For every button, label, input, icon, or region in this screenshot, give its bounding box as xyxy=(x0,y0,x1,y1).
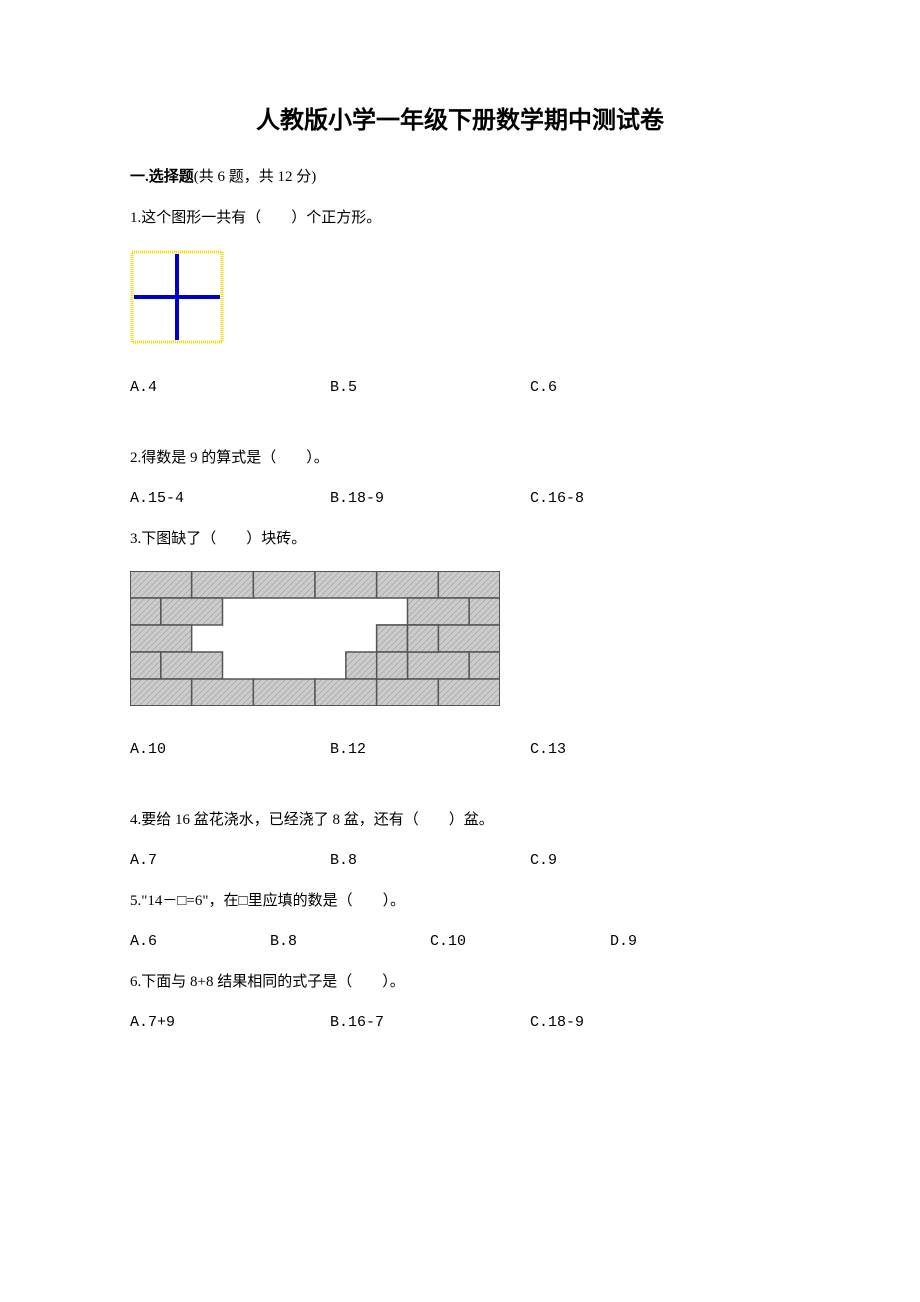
q1-figure xyxy=(130,250,790,349)
q5-text: 5."14－□=6"，在□里应填的数是（ ）。 xyxy=(130,889,790,913)
q3-figure xyxy=(130,571,790,711)
q1-options: A.4 B.5 C.6 xyxy=(130,379,790,396)
q2-text: 2.得数是 9 的算式是（ ）。 xyxy=(130,446,790,470)
q6-opt-a: A.7+9 xyxy=(130,1014,330,1031)
q2-opt-b: B.18-9 xyxy=(330,490,530,507)
q4-options: A.7 B.8 C.9 xyxy=(130,852,790,869)
section-label: 一.选择题 xyxy=(130,169,194,185)
q5-opt-a: A.6 xyxy=(130,933,270,950)
q3-opt-c: C.13 xyxy=(530,741,710,758)
q2-opt-a: A.15-4 xyxy=(130,490,330,507)
q4-opt-b: B.8 xyxy=(330,852,530,869)
q3-text: 3.下图缺了（ ）块砖。 xyxy=(130,527,790,551)
q6-text: 6.下面与 8+8 结果相同的式子是（ ）。 xyxy=(130,970,790,994)
q5-options: A.6 B.8 C.10 D.9 xyxy=(130,933,790,950)
section-info: (共 6 题，共 12 分) xyxy=(194,169,317,185)
q4-opt-c: C.9 xyxy=(530,852,710,869)
q6-opt-b: B.16-7 xyxy=(330,1014,530,1031)
q1-opt-a: A.4 xyxy=(130,379,330,396)
q1-text: 1.这个图形一共有（ ）个正方形。 xyxy=(130,206,790,230)
section-header: 一.选择题(共 6 题，共 12 分) xyxy=(130,165,790,186)
q6-opt-c: C.18-9 xyxy=(530,1014,710,1031)
q5-opt-b: B.8 xyxy=(270,933,430,950)
q1-opt-b: B.5 xyxy=(330,379,530,396)
page-title: 人教版小学一年级下册数学期中测试卷 xyxy=(130,100,790,135)
q5-opt-c: C.10 xyxy=(430,933,610,950)
q6-options: A.7+9 B.16-7 C.18-9 xyxy=(130,1014,790,1031)
q2-opt-c: C.16-8 xyxy=(530,490,710,507)
q3-opt-a: A.10 xyxy=(130,741,330,758)
q3-opt-b: B.12 xyxy=(330,741,530,758)
q1-opt-c: C.6 xyxy=(530,379,710,396)
q4-text: 4.要给 16 盆花浇水，已经浇了 8 盆，还有（ ）盆。 xyxy=(130,808,790,832)
q2-options: A.15-4 B.18-9 C.16-8 xyxy=(130,490,790,507)
q4-opt-a: A.7 xyxy=(130,852,330,869)
q5-opt-d: D.9 xyxy=(610,933,710,950)
q3-options: A.10 B.12 C.13 xyxy=(130,741,790,758)
